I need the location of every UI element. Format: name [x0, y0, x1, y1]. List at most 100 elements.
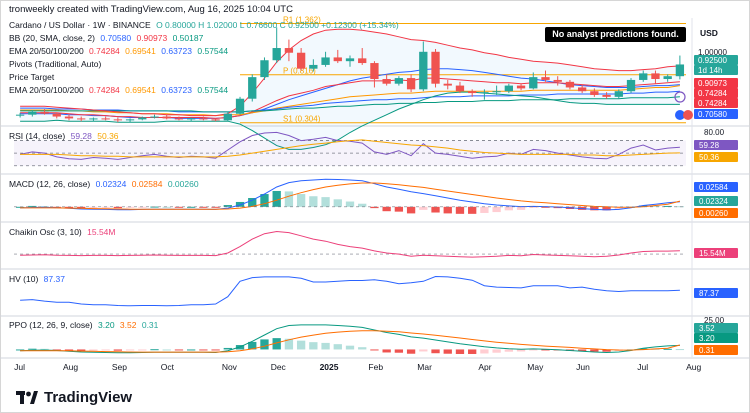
- legend-pivots-row[interactable]: Pivots (Traditional, Auto): [9, 59, 101, 70]
- tradingview-wordmark: TradingView: [44, 389, 133, 406]
- currency-label[interactable]: USD: [700, 28, 718, 38]
- macd-histogram-bar: [309, 196, 318, 207]
- ppo-histogram-bar: [419, 349, 428, 352]
- ppo-histogram-bar: [639, 348, 648, 350]
- macd-histogram-bar: [639, 205, 648, 207]
- pane-scale-badge-text: 3.52: [699, 324, 715, 333]
- price-scale-badge-text: 0.74284: [698, 89, 727, 98]
- ppo-label: PPO (12, 26, 9, close): [9, 320, 93, 330]
- price-scale-badge-text: 0.70580: [698, 110, 727, 119]
- candle-body: [443, 83, 452, 86]
- ppo-histogram-bar: [358, 347, 367, 350]
- bb-lower-value: 0.50187: [172, 33, 204, 43]
- ohlc-values: O 0.80000 H 1.02000 L 0.76600 C 0.92500 …: [156, 20, 399, 30]
- pane-scale-badge: [694, 333, 738, 343]
- candle-body: [28, 111, 37, 115]
- ppo-histogram-bar: [577, 349, 587, 352]
- candle-body: [296, 52, 306, 69]
- ema200-value: 0.57544: [197, 46, 229, 56]
- pane-hv: 87.37: [20, 275, 738, 307]
- ema50-value: 0.69541: [125, 46, 156, 56]
- legend-hv[interactable]: HV (10) 87.37: [9, 274, 65, 285]
- macd-histogram-bar: [321, 197, 330, 207]
- macd-hist-value: 0.00260: [167, 179, 199, 189]
- candle-body: [541, 77, 550, 80]
- macd-histogram-bar: [235, 201, 245, 207]
- macd-histogram-bar: [443, 206, 452, 214]
- price-line-ema-200: [20, 96, 680, 113]
- candle-body: [529, 77, 538, 89]
- ema2-label: EMA 20/50/100/200: [9, 85, 84, 95]
- time-axis-tick: Apr: [478, 362, 491, 372]
- tradingview-logo-icon: [16, 390, 38, 404]
- tradingview-logo[interactable]: TradingView: [16, 389, 132, 406]
- ppo-histogram-bar: [492, 349, 501, 353]
- macd-histogram-bar: [125, 206, 135, 208]
- legend-rsi[interactable]: RSI (14, close) 59.28 50.36: [9, 131, 119, 142]
- ppo-histogram-bar: [272, 338, 281, 350]
- ppo-histogram-bar: [284, 338, 294, 350]
- candle-body: [553, 79, 562, 82]
- candle-body: [394, 78, 404, 84]
- rsi-label: RSI (14, close): [9, 131, 66, 141]
- ppo-histogram-bar: [516, 349, 526, 352]
- line-macd-signal: [20, 182, 681, 210]
- ppo-histogram-bar: [223, 347, 232, 350]
- macd-histogram-bar: [590, 206, 599, 211]
- macd-histogram-bar: [358, 203, 367, 207]
- candle-body: [345, 58, 355, 62]
- macd-label: MACD (12, 26, close): [9, 179, 91, 189]
- macd-histogram-bar: [333, 199, 342, 207]
- pane-scale-badge-text: 0.31: [699, 346, 715, 355]
- line-ppo-signal: [20, 330, 681, 353]
- legend-chaikin[interactable]: Chaikin Osc (3, 10) 15.54M: [9, 227, 115, 238]
- macd-histogram-bar: [480, 206, 489, 213]
- price-scale-badge-text: 1d 14h: [698, 66, 722, 75]
- ppo-histogram-bar: [174, 349, 184, 351]
- legend-bb-row[interactable]: BB (20, SMA, close, 2) 0.70580 0.90973 0…: [9, 33, 203, 44]
- macd-histogram-bar: [651, 205, 660, 207]
- symbol-name[interactable]: Cardano / US Dollar · 1W · BINANCE: [9, 20, 151, 30]
- ppo-histogram-bar: [480, 349, 489, 354]
- price-scale-badge: [694, 65, 738, 75]
- macd-histogram-bar: [541, 206, 550, 208]
- macd-histogram-bar: [64, 206, 74, 209]
- macd-histogram-bar: [431, 206, 440, 213]
- pane-rsi: 80.00 59.28 50.36: [14, 128, 738, 167]
- line-chaikin-osc: [20, 230, 680, 258]
- legend-ema-row[interactable]: EMA 20/50/100/200 0.74284 0.69541 0.6372…: [9, 46, 228, 57]
- ppo-histogram-bar: [64, 349, 74, 351]
- alert-icon: [674, 91, 686, 103]
- candle-body: [52, 113, 61, 117]
- ppo-histogram-bar: [602, 349, 611, 352]
- flag-icon: [675, 110, 685, 120]
- macd-histogram-bar: [370, 206, 379, 209]
- pane-scale-badge: [694, 152, 738, 162]
- legend-price-target-row[interactable]: Price Target: [9, 72, 54, 83]
- macd-histogram-bar: [113, 206, 123, 209]
- candle-body: [480, 92, 489, 94]
- legend-ppo[interactable]: PPO (12, 26, 9, close) 3.20 3.52 0.31: [9, 320, 158, 331]
- candle-body: [504, 85, 513, 92]
- legend-symbol-row: Cardano / US Dollar · 1W · BINANCE O 0.8…: [9, 20, 399, 31]
- macd-histogram-bar: [529, 206, 538, 208]
- candle-body: [321, 57, 330, 65]
- time-axis-tick: Mar: [417, 362, 432, 372]
- price-line-bb-upper: [20, 28, 680, 117]
- analyst-notice: No analyst predictions found.: [545, 27, 686, 42]
- ppo-histogram-bar: [431, 349, 440, 354]
- candle-body: [492, 91, 501, 93]
- candle-body: [431, 51, 440, 84]
- ppo-histogram-bar: [187, 349, 196, 351]
- flag-icon: [683, 110, 693, 120]
- candle-body: [382, 79, 391, 84]
- ppo-histogram-bar: [138, 349, 147, 351]
- ppo-histogram-bar: [675, 349, 685, 351]
- line-rsi-ma: [20, 139, 680, 158]
- legend-macd[interactable]: MACD (12, 26, close) 0.02324 0.02584 0.0…: [9, 179, 199, 190]
- time-axis-tick: Feb: [368, 362, 383, 372]
- chaikin-value: 15.54M: [87, 227, 116, 237]
- pane-scale-badge: [694, 140, 738, 150]
- legend-ema2-row[interactable]: EMA 20/50/100/200 0.74284 0.69541 0.6372…: [9, 85, 228, 96]
